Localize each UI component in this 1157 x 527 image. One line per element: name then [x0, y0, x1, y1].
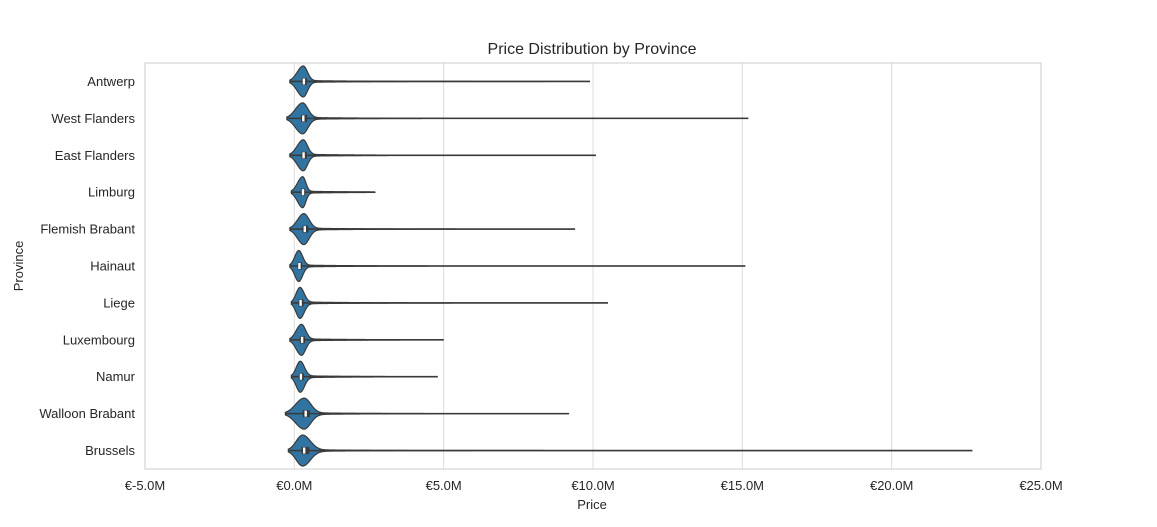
y-tick-label: Liege — [103, 295, 135, 310]
violin — [290, 176, 377, 209]
violin — [287, 434, 973, 467]
violin-median — [302, 447, 306, 454]
x-tick-label: €0.0M — [276, 478, 312, 493]
violin-median — [302, 78, 306, 85]
y-tick-label: East Flanders — [55, 148, 136, 163]
y-tick-label: Limburg — [88, 185, 135, 200]
violin — [289, 65, 591, 98]
violin — [289, 139, 596, 172]
violin — [284, 397, 570, 430]
x-tick-label: €10.0M — [571, 478, 614, 493]
y-tick-label: Luxembourg — [63, 332, 135, 347]
violin — [289, 212, 576, 246]
violin — [289, 323, 444, 356]
violin-median — [303, 226, 306, 233]
x-axis-label: Price — [577, 497, 607, 512]
plot-frame — [144, 62, 1042, 470]
x-tick-label: €20.0M — [870, 478, 913, 493]
y-tick-label: Hainaut — [90, 259, 135, 274]
violin — [286, 102, 749, 135]
y-tick-label: Flemish Brabant — [40, 222, 135, 237]
x-tick-labels: €-5.0M €0.0M €5.0M €10.0M €15.0M €20.0M €25.0M — [125, 478, 1063, 493]
violin-median — [299, 299, 302, 306]
violin-median — [301, 189, 305, 196]
x-tick-label: €25.0M — [1019, 478, 1062, 493]
y-tick-label: Antwerp — [87, 74, 135, 89]
violin — [289, 249, 746, 283]
y-tick-label: Namur — [96, 369, 136, 384]
violin-median — [298, 263, 301, 269]
chart-title: Price Distribution by Province — [488, 41, 697, 58]
x-tick-label: €5.0M — [426, 478, 462, 493]
violin — [290, 360, 438, 393]
y-axis-label: Province — [11, 241, 26, 292]
violin-median — [300, 336, 304, 343]
y-tick-label: Brussels — [85, 443, 135, 458]
y-tick-labels: Antwerp West Flanders East Flanders Limburg… — [39, 74, 135, 458]
violin-median — [302, 152, 305, 159]
violin-median — [304, 410, 307, 417]
y-tick-label: Walloon Brabant — [39, 406, 135, 421]
violin-median — [302, 115, 305, 122]
violins — [284, 65, 973, 467]
violin — [290, 286, 608, 320]
x-tick-label: €-5.0M — [125, 478, 165, 493]
y-tick-label: West Flanders — [51, 111, 135, 126]
violin-median — [299, 373, 303, 380]
x-tick-label: €15.0M — [721, 478, 764, 493]
